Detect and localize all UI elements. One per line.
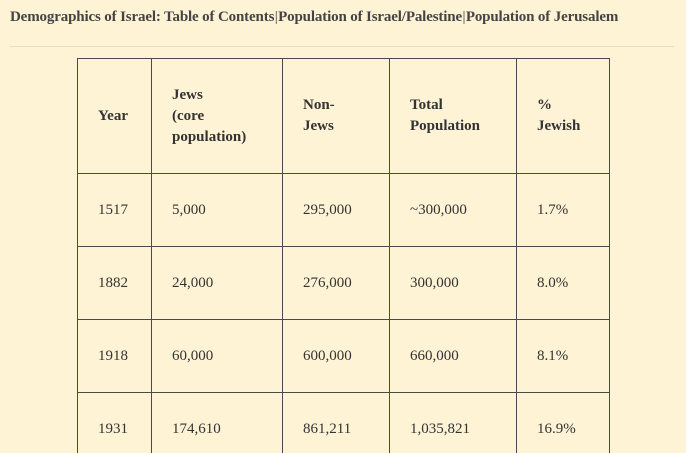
header-non-jews-line: Jews — [303, 118, 334, 134]
breadcrumb-link-demographics-toc[interactable]: Demographics of Israel: Table of Content… — [10, 9, 275, 25]
cell-non-jews: 600,000 — [282, 319, 390, 393]
header-total-population-line: Population — [410, 118, 481, 134]
breadcrumb-link-population-jerusalem[interactable]: Population of Jerusalem — [465, 9, 619, 25]
breadcrumb-link-population-israel-palestine[interactable]: Population of Israel/Palestine — [278, 9, 462, 25]
header-non-jews-line: Non- — [303, 97, 335, 113]
table-row: 1517 5,000 295,000 ~300,000 1.7% — [77, 173, 610, 247]
cell-jews: 174,610 — [151, 392, 283, 453]
cell-non-jews: 276,000 — [282, 246, 390, 320]
divider — [10, 46, 674, 47]
header-percent-jewish-line: % — [537, 97, 552, 113]
header-total-population: Total Population — [389, 58, 517, 174]
cell-total-population: 1,035,821 — [389, 392, 517, 453]
cell-year: 1517 — [77, 173, 152, 247]
cell-percent-jewish: 8.0% — [516, 246, 610, 320]
cell-jews: 60,000 — [151, 319, 283, 393]
breadcrumb-separator: | — [462, 9, 466, 25]
header-percent-jewish: % Jewish — [516, 58, 610, 174]
table-row: 1918 60,000 600,000 660,000 8.1% — [77, 319, 610, 393]
header-non-jews: Non- Jews — [282, 58, 390, 174]
header-jews-line: Jews — [172, 86, 203, 103]
cell-total-population: ~300,000 — [389, 173, 517, 247]
table-header-row: Year Jews (core population) Non- Jews To… — [77, 58, 610, 174]
header-jews-line: (core — [172, 107, 205, 124]
header-year: Year — [77, 58, 152, 174]
cell-total-population: 660,000 — [389, 319, 517, 393]
table-row: 1931 174,610 861,211 1,035,821 16.9% — [77, 392, 610, 453]
header-total-population-line: Total — [410, 97, 443, 113]
cell-non-jews: 295,000 — [282, 173, 390, 247]
cell-percent-jewish: 16.9% — [516, 392, 610, 453]
cell-year: 1931 — [77, 392, 152, 453]
header-year-line: Year — [98, 107, 128, 124]
breadcrumb-separator: | — [274, 9, 278, 25]
header-jews-line: population) — [172, 128, 247, 145]
breadcrumb: Demographics of Israel: Table of Content… — [10, 6, 682, 28]
cell-year: 1882 — [77, 246, 152, 320]
cell-non-jews: 861,211 — [282, 392, 390, 453]
cell-jews: 24,000 — [151, 246, 283, 320]
header-percent-jewish-line: Jewish — [537, 118, 581, 134]
cell-percent-jewish: 8.1% — [516, 319, 610, 393]
table-row: 1882 24,000 276,000 300,000 8.0% — [77, 246, 610, 320]
cell-percent-jewish: 1.7% — [516, 173, 610, 247]
header-jews: Jews (core population) — [151, 58, 283, 174]
cell-total-population: 300,000 — [389, 246, 517, 320]
cell-jews: 5,000 — [151, 173, 283, 247]
population-table: Year Jews (core population) Non- Jews To… — [77, 58, 610, 453]
cell-year: 1918 — [77, 319, 152, 393]
